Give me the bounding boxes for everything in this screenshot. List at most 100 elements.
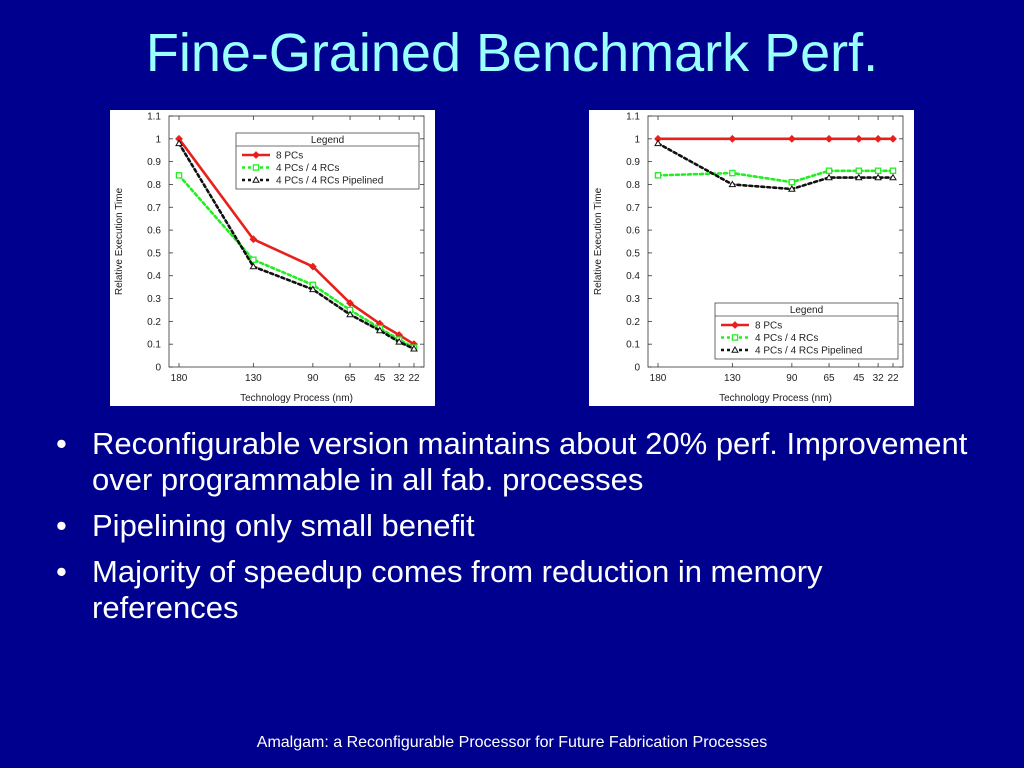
- y-tick-label: 1: [155, 134, 161, 145]
- y-tick-label: 0.2: [626, 317, 640, 328]
- data-point: [855, 167, 863, 175]
- y-tick-label: 1.1: [147, 112, 161, 123]
- bullet-text: Reconfigurable version maintains about 2…: [92, 426, 968, 497]
- data-point: [654, 172, 662, 179]
- series-4-pcs-4-rcs-pipelined: [175, 139, 418, 352]
- x-tick-label: 32: [394, 373, 406, 384]
- data-point: [825, 167, 833, 175]
- y-tick-label: 0.6: [147, 226, 161, 237]
- legend-label: 4 PCs / 4 RCs: [276, 163, 339, 174]
- y-tick-label: 0.8: [147, 180, 161, 191]
- x-axis-label: Technology Process (nm): [240, 393, 353, 404]
- y-tick-label: 0.4: [147, 271, 161, 282]
- legend-marker: [252, 175, 260, 183]
- y-tick-label: 0.7: [626, 203, 640, 214]
- legend-marker: [731, 345, 739, 353]
- bullet-dot: •: [56, 508, 67, 543]
- y-tick-label: 0.3: [147, 294, 161, 305]
- legend-label: 8 PCs: [755, 321, 782, 332]
- legend-marker: [731, 321, 739, 329]
- data-point: [889, 134, 897, 143]
- x-axis-label: Technology Process (nm): [719, 393, 832, 404]
- y-tick-label: 0.7: [147, 203, 161, 214]
- data-point: [787, 134, 796, 143]
- x-tick-label: 130: [724, 373, 741, 384]
- data-point: [825, 173, 833, 181]
- data-point: [874, 173, 882, 181]
- data-point: [250, 256, 257, 264]
- legend-marker: [731, 334, 739, 341]
- x-tick-label: 22: [408, 373, 420, 384]
- bullet-text: Majority of speedup comes from reduction…: [92, 554, 823, 625]
- plot-frame: [647, 115, 904, 368]
- y-tick-label: 0.1: [626, 340, 640, 351]
- y-tick-label: 0.8: [626, 180, 640, 191]
- data-point: [175, 172, 183, 179]
- data-point: [346, 310, 354, 318]
- series-8-pcs: [654, 134, 897, 143]
- data-point: [728, 134, 737, 143]
- y-tick-label: 0: [155, 363, 161, 374]
- series-4-pcs-4-rcs-pipelined: [654, 139, 897, 192]
- data-point: [787, 185, 796, 192]
- x-tick-label: 65: [344, 373, 356, 384]
- data-point: [874, 134, 883, 143]
- slide-footer: Amalgam: a Reconfigurable Processor for …: [256, 734, 768, 751]
- legend-marker: [252, 151, 260, 159]
- data-point: [825, 134, 833, 143]
- x-tick-label: 90: [307, 373, 319, 384]
- legend-marker: [252, 164, 260, 171]
- data-point: [346, 299, 354, 308]
- series-4-pcs-4-rcs: [654, 167, 897, 186]
- y-tick-label: 0.2: [147, 317, 161, 328]
- bullet-dot: •: [56, 554, 67, 589]
- legend-label: 4 PCs / 4 RCs Pipelined: [276, 176, 383, 187]
- y-tick-label: 0.5: [626, 248, 640, 259]
- data-point: [729, 169, 736, 177]
- data-point: [654, 139, 662, 147]
- y-tick-label: 1.1: [626, 112, 640, 123]
- legend-title: Legend: [311, 135, 344, 146]
- legend-label: 8 PCs: [276, 151, 303, 162]
- chart-right-svg: 0 0.1 0.2 0.3 0.4 0.5 0.6 0.7 0.8 0.9 1 1.1 180 130 90…: [593, 112, 904, 404]
- data-point: [308, 285, 317, 293]
- y-tick-label: 0.3: [626, 294, 640, 305]
- data-point: [889, 167, 897, 175]
- y-tick-label: 0.4: [626, 271, 640, 282]
- y-tick-label: 0.6: [626, 226, 640, 237]
- x-tick-label: 45: [374, 373, 386, 384]
- data-point: [410, 344, 418, 352]
- data-point: [854, 134, 863, 143]
- x-tick-label: 130: [245, 373, 262, 384]
- y-tick-label: 0.5: [147, 248, 161, 259]
- x-tick-label: 180: [171, 373, 188, 384]
- x-tick-label: 90: [786, 373, 798, 384]
- legend-label: 4 PCs / 4 RCs: [755, 333, 818, 344]
- data-point: [175, 139, 183, 147]
- y-tick-label: 0.9: [147, 157, 161, 168]
- bullet-dot: •: [56, 426, 67, 461]
- x-tick-label: 65: [823, 373, 835, 384]
- data-point: [249, 235, 258, 244]
- y-tick-label: 0.9: [626, 157, 640, 168]
- x-tick-label: 45: [853, 373, 865, 384]
- chart-left-svg: 0 0.1 0.2 0.3 0.4 0.5 0.6 0.7 0.8 0.9 1 1.1 180 130 90…: [114, 112, 425, 404]
- y-axis-label: Relative Execution Time: [593, 187, 604, 295]
- chart-right: 0 0.1 0.2 0.3 0.4 0.5 0.6 0.7 0.8 0.9 1 1.1 180 130 90…: [589, 110, 914, 406]
- data-point: [375, 326, 384, 334]
- series-line: [656, 142, 895, 191]
- slide-title: Fine-Grained Benchmark Perf.: [145, 23, 879, 83]
- data-point: [308, 262, 317, 271]
- legend-title: Legend: [790, 305, 823, 316]
- y-tick-label: 1: [634, 134, 640, 145]
- data-point: [395, 337, 403, 345]
- bullet-text: Pipelining only small benefit: [92, 508, 475, 543]
- series-8-pcs: [175, 134, 418, 349]
- x-tick-label: 32: [873, 373, 885, 384]
- bullet-item: • Majority of speedup comes from reductio…: [56, 554, 976, 626]
- chart-left: 0 0.1 0.2 0.3 0.4 0.5 0.6 0.7 0.8 0.9 1 1.1 180 130 90…: [110, 110, 435, 406]
- y-tick-label: 0.1: [147, 340, 161, 351]
- legend-label: 4 PCs / 4 RCs Pipelined: [755, 346, 862, 357]
